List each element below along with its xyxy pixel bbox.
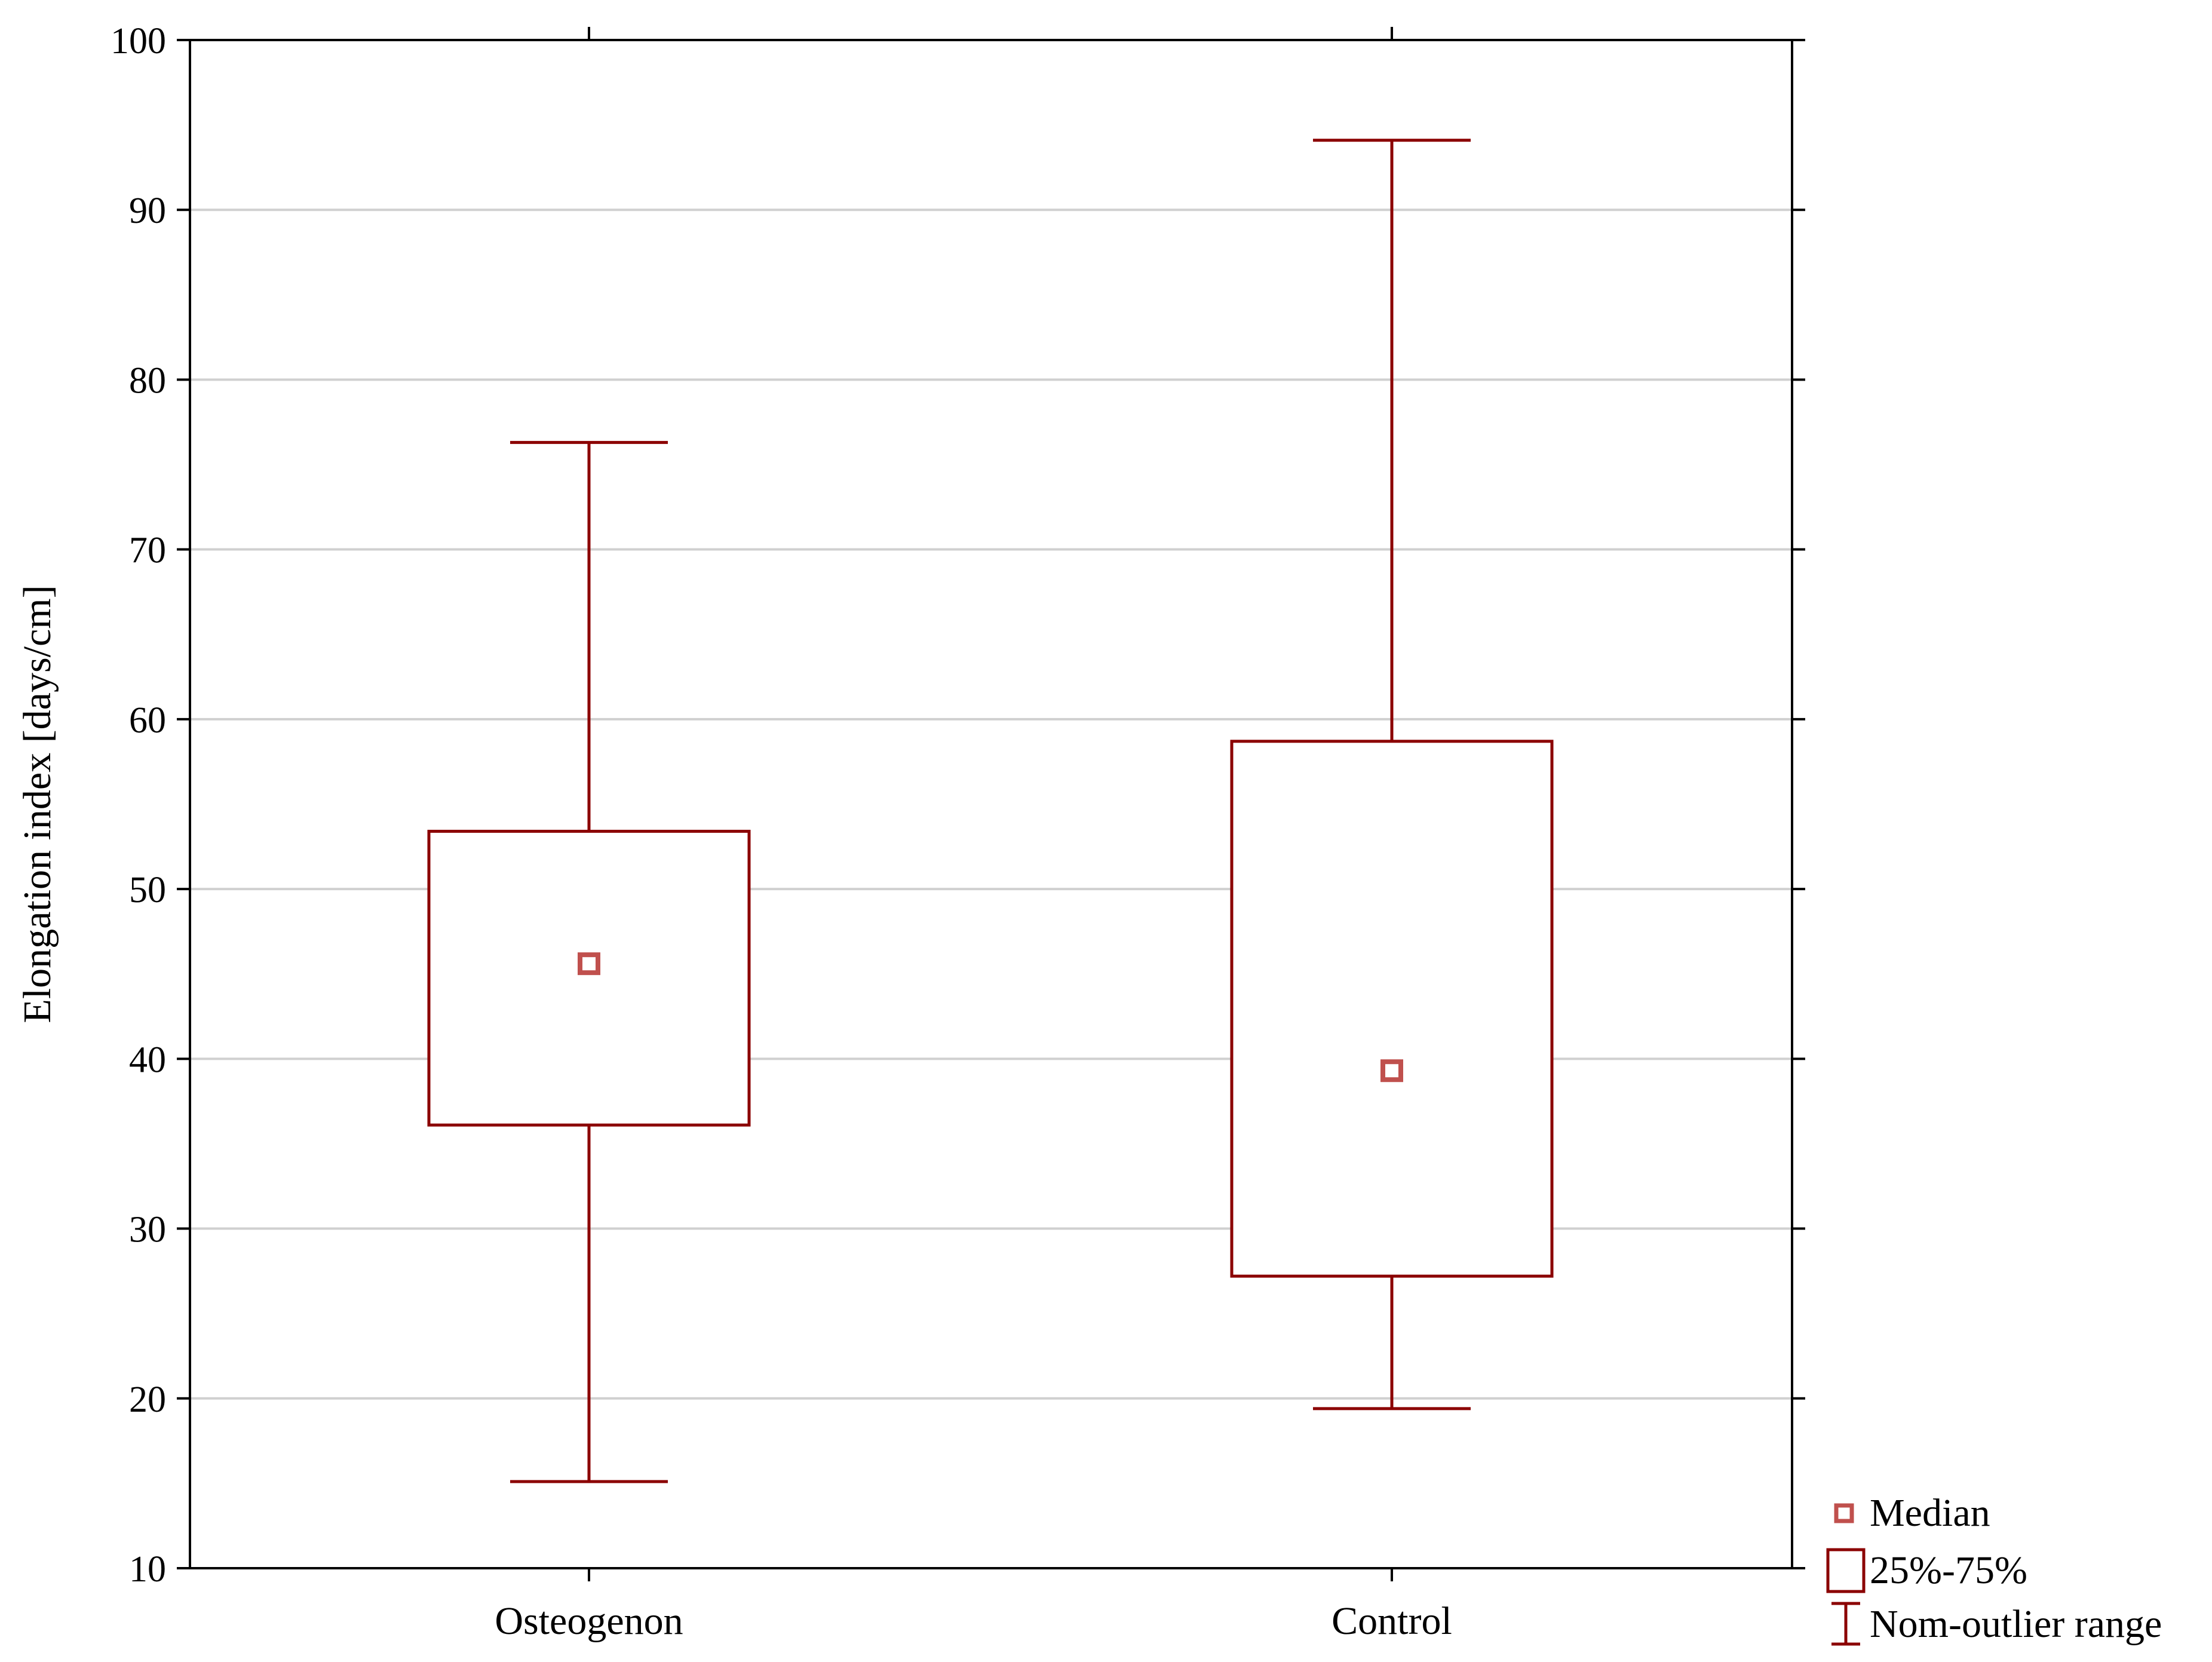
y-tick-label: 10 bbox=[129, 1549, 166, 1590]
legend-label-box: 25%-75% bbox=[1870, 1548, 2027, 1592]
axes: 10 20 30 40 50 60 70 80 90 100 Elongation index [d… bbox=[16, 21, 1805, 1643]
y-tick-label: 60 bbox=[129, 700, 166, 741]
legend-median-swatch bbox=[1834, 1503, 1854, 1523]
legend-label-whisker: Nom-outlier range bbox=[1870, 1602, 2162, 1646]
y-axis-label: Elongation index [days/cm] bbox=[16, 585, 59, 1023]
y-tick-label: 70 bbox=[129, 531, 166, 571]
iqr-box bbox=[427, 829, 751, 1127]
box-series bbox=[427, 139, 1554, 1483]
legend-box-swatch bbox=[1826, 1548, 1866, 1593]
legend-label-median: Median bbox=[1870, 1491, 1990, 1535]
median-marker bbox=[578, 952, 600, 976]
iqr-box bbox=[1230, 740, 1554, 1278]
y-tick-label: 80 bbox=[129, 360, 166, 401]
y-tick-label: 40 bbox=[129, 1039, 166, 1080]
x-category-label: Osteogenon bbox=[495, 1599, 683, 1643]
y-tick-label: 20 bbox=[129, 1379, 166, 1420]
y-tick-label: 30 bbox=[129, 1210, 166, 1250]
y-tick-label: 50 bbox=[129, 870, 166, 910]
median-marker bbox=[1380, 1059, 1403, 1083]
plot-border bbox=[189, 39, 1793, 1569]
y-tick-label: 100 bbox=[111, 21, 166, 62]
plot-frame bbox=[189, 39, 1793, 1569]
box-control bbox=[1230, 139, 1554, 1410]
x-category-label: Control bbox=[1332, 1599, 1452, 1643]
y-tick-label: 90 bbox=[129, 191, 166, 231]
legend: Median 25%-75% Nom-outlier range bbox=[1826, 1491, 2162, 1646]
box-osteogenon bbox=[427, 441, 751, 1483]
